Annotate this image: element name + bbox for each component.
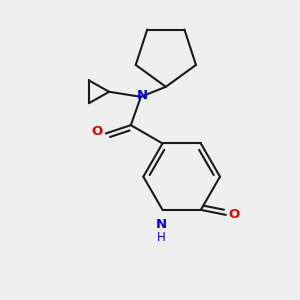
Text: N: N [155,218,167,231]
Text: N: N [136,88,147,102]
Text: H: H [157,231,165,244]
Text: O: O [229,208,240,221]
Text: O: O [91,125,102,138]
